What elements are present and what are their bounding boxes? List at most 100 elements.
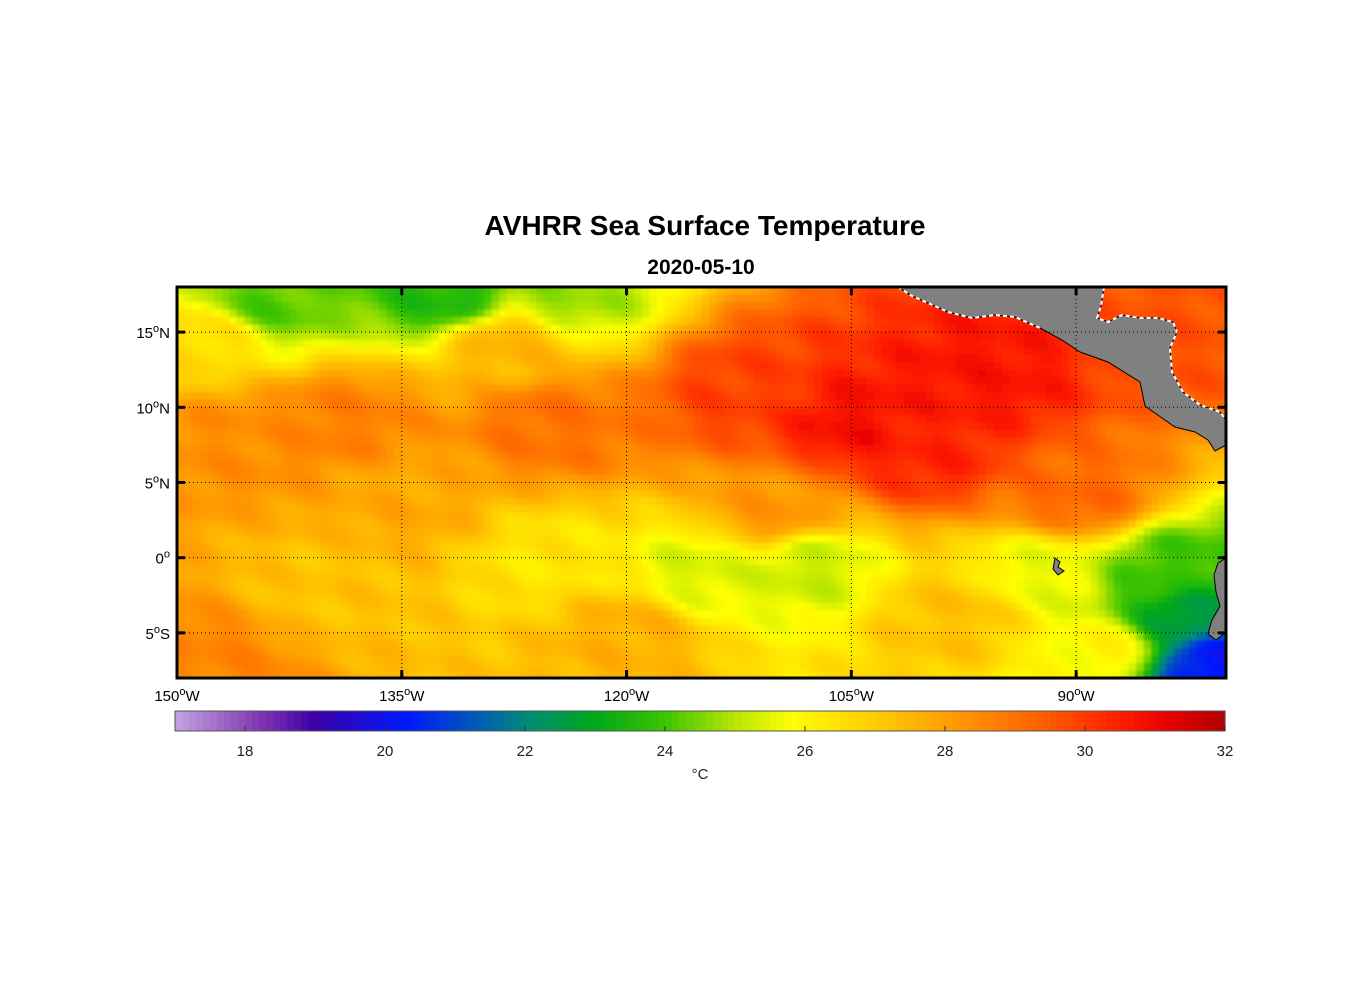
sst-cell — [559, 505, 568, 514]
sst-cell — [708, 490, 718, 499]
sst-cell — [881, 512, 890, 521]
sst-cell — [746, 362, 755, 371]
sst-cell — [993, 324, 1003, 333]
sst-cell — [1128, 535, 1137, 544]
sst-cell — [424, 512, 433, 521]
sst-cell — [431, 444, 441, 454]
sst-cell — [768, 362, 778, 371]
sst-cell — [491, 482, 500, 491]
sst-cell — [649, 407, 658, 416]
sst-cell — [454, 354, 463, 363]
sst-cell — [356, 482, 366, 491]
sst-cell — [1016, 497, 1025, 506]
sst-cell — [806, 399, 815, 409]
sst-cell — [941, 414, 950, 424]
sst-cell — [259, 497, 268, 506]
sst-cell — [499, 317, 508, 326]
sst-cell — [259, 309, 268, 318]
sst-cell — [236, 474, 246, 484]
sst-cell — [394, 347, 403, 356]
sst-cell — [311, 287, 321, 296]
sst-cell — [634, 302, 643, 311]
sst-cell — [1158, 520, 1167, 529]
sst-cell — [364, 520, 373, 529]
sst-cell — [334, 452, 343, 461]
sst-cell — [334, 512, 343, 521]
sst-cell — [461, 377, 471, 386]
sst-cell — [431, 384, 441, 394]
sst-cell — [1158, 444, 1167, 454]
sst-cell — [1211, 474, 1220, 484]
sst-cell — [963, 520, 973, 529]
sst-cell — [289, 550, 298, 559]
sst-cell — [259, 324, 268, 333]
sst-cell — [1188, 444, 1197, 454]
sst-cell — [559, 482, 568, 491]
sst-cell — [469, 497, 478, 506]
sst-cell — [768, 414, 778, 424]
sst-cell — [491, 354, 500, 363]
sst-cell — [446, 422, 456, 431]
sst-cell — [266, 490, 276, 499]
sst-cell — [1091, 437, 1100, 446]
sst-cell — [626, 505, 635, 514]
sst-cell — [206, 422, 216, 431]
sst-cell — [791, 542, 800, 551]
sst-cell — [933, 429, 943, 439]
sst-cell — [259, 332, 268, 341]
sst-cell — [761, 550, 770, 559]
sst-cell — [1143, 414, 1152, 424]
sst-cell — [679, 505, 688, 514]
sst-cell — [379, 527, 388, 536]
sst-cell — [409, 399, 418, 409]
sst-cell — [289, 482, 298, 491]
sst-cell — [1211, 399, 1220, 409]
sst-cell — [798, 309, 808, 318]
sst-cell — [416, 362, 426, 371]
sst-cell — [679, 354, 688, 363]
sst-cell — [386, 302, 396, 311]
sst-cell — [199, 399, 208, 409]
sst-cell — [686, 347, 695, 356]
sst-cell — [641, 287, 650, 296]
sst-cell — [1091, 422, 1100, 431]
sst-cell — [1016, 407, 1025, 416]
sst-cell — [596, 287, 605, 296]
sst-cell — [581, 474, 590, 484]
sst-cell — [1098, 437, 1107, 446]
sst-cell — [274, 332, 283, 341]
sst-cell — [993, 332, 1003, 341]
sst-cell — [851, 384, 860, 394]
sst-cell — [1053, 422, 1062, 431]
sst-cell — [1218, 535, 1226, 544]
sst-cell — [1031, 362, 1040, 371]
sst-cell — [574, 527, 583, 536]
sst-cell — [1203, 362, 1212, 371]
sst-cell — [1203, 535, 1212, 544]
sst-cell — [768, 399, 778, 409]
sst-cell — [641, 302, 650, 311]
sst-cell — [544, 399, 553, 409]
sst-cell — [349, 377, 358, 386]
sst-cell — [386, 490, 396, 499]
sst-cell — [484, 520, 493, 529]
sst-cell — [941, 490, 950, 499]
sst-cell — [671, 437, 680, 446]
sst-cell — [686, 452, 695, 461]
sst-cell — [738, 467, 748, 476]
sst-cell — [454, 482, 463, 491]
sst-cell — [791, 505, 800, 514]
sst-cell — [199, 407, 208, 416]
sst-cell — [858, 505, 868, 514]
sst-cell — [296, 392, 306, 401]
sst-cell — [191, 459, 201, 469]
sst-cell — [903, 535, 913, 544]
sst-cell — [476, 452, 485, 461]
sst-cell — [356, 527, 366, 536]
sst-cell — [409, 414, 418, 424]
sst-cell — [266, 384, 276, 394]
sst-cell — [401, 392, 411, 401]
sst-cell — [1038, 369, 1047, 379]
sst-cell — [626, 399, 635, 409]
sst-cell — [1211, 459, 1220, 469]
